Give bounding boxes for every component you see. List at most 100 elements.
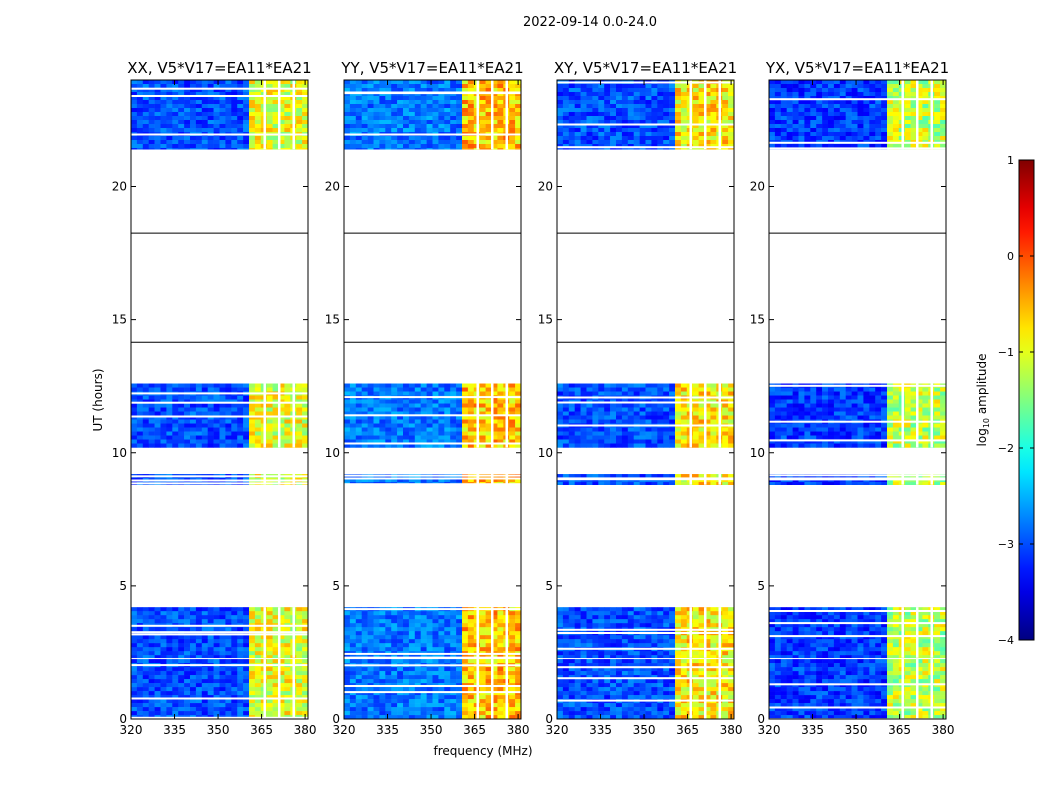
data-cell xyxy=(698,635,705,640)
data-cell xyxy=(704,643,711,648)
data-cell xyxy=(131,387,138,392)
data-cell xyxy=(627,711,634,716)
data-cell xyxy=(195,627,203,632)
data-cell xyxy=(692,655,699,659)
data-cell xyxy=(160,136,167,141)
channel-gap xyxy=(476,383,479,448)
data-cell xyxy=(361,407,368,412)
data-cell xyxy=(254,659,262,664)
data-cell xyxy=(201,407,208,412)
data-cell xyxy=(462,100,469,105)
data-cell xyxy=(349,96,357,101)
data-cell xyxy=(586,474,593,479)
data-cell xyxy=(580,711,587,716)
data-cell xyxy=(692,615,699,620)
data-cell xyxy=(172,707,179,712)
data-cell xyxy=(344,623,351,628)
data-cell xyxy=(657,695,664,700)
data-cell xyxy=(586,607,593,612)
data-cell xyxy=(509,96,516,101)
data-cell xyxy=(627,715,634,719)
data-cell xyxy=(669,667,676,672)
data-cell xyxy=(491,383,498,388)
data-cell xyxy=(296,415,303,420)
data-cell xyxy=(450,691,457,696)
data-cell xyxy=(254,120,262,125)
data-cell xyxy=(231,80,238,85)
data-cell xyxy=(497,639,504,644)
data-cell xyxy=(456,80,463,85)
data-cell xyxy=(302,707,308,712)
data-cell xyxy=(639,607,646,612)
data-cell xyxy=(485,104,492,109)
data-cell xyxy=(225,407,232,412)
data-cell xyxy=(456,104,463,109)
data-cell xyxy=(184,399,191,404)
data-cell xyxy=(391,611,398,616)
data-cell xyxy=(491,423,498,428)
data-cell xyxy=(568,619,575,624)
data-cell xyxy=(680,683,688,688)
data-cell xyxy=(213,112,220,117)
data-cell xyxy=(142,140,149,145)
data-cell xyxy=(485,136,492,141)
data-cell xyxy=(361,478,368,483)
data-cell xyxy=(574,671,581,676)
data-cell xyxy=(131,120,138,125)
data-cell xyxy=(367,116,374,121)
data-cell xyxy=(627,623,634,628)
data-cell xyxy=(491,703,498,708)
data-cell xyxy=(254,707,262,712)
data-cell xyxy=(148,431,155,436)
data-cell xyxy=(397,691,404,696)
data-cell xyxy=(509,435,516,440)
data-cell xyxy=(131,679,138,684)
data-cell xyxy=(142,80,149,85)
data-cell xyxy=(408,443,416,448)
data-cell xyxy=(574,679,581,684)
data-cell xyxy=(467,695,475,700)
data-cell xyxy=(515,679,521,684)
data-cell xyxy=(692,711,699,716)
data-cell xyxy=(243,635,250,640)
data-cell xyxy=(408,407,416,412)
data-cell xyxy=(391,699,398,704)
data-cell xyxy=(598,671,605,676)
data-cell xyxy=(154,407,161,412)
data-cell xyxy=(225,691,232,696)
data-cell xyxy=(444,96,451,101)
data-cell xyxy=(663,663,670,668)
channel-gap xyxy=(263,659,266,719)
data-cell xyxy=(154,703,161,708)
data-cell xyxy=(692,715,699,719)
flag-line xyxy=(344,483,521,486)
data-cell xyxy=(160,611,167,616)
data-cell xyxy=(225,619,232,624)
data-cell xyxy=(669,663,676,668)
data-cell xyxy=(426,659,433,664)
data-cell xyxy=(669,655,676,659)
data-cell xyxy=(355,387,362,392)
data-cell xyxy=(385,695,392,700)
data-cell xyxy=(426,411,433,416)
data-cell xyxy=(201,128,208,133)
data-cell xyxy=(657,715,664,719)
data-cell xyxy=(397,144,404,149)
data-cell xyxy=(450,411,457,416)
data-cell xyxy=(391,120,398,125)
data-cell xyxy=(344,100,351,105)
data-cell xyxy=(373,399,380,404)
data-cell xyxy=(450,639,457,644)
data-cell xyxy=(604,683,611,688)
data-cell xyxy=(420,144,427,149)
data-cell xyxy=(249,619,256,624)
data-cell xyxy=(142,383,149,388)
data-cell xyxy=(397,675,404,680)
data-cell xyxy=(231,635,238,640)
data-cell xyxy=(136,443,144,448)
data-cell xyxy=(160,703,167,708)
data-cell xyxy=(438,643,445,648)
data-cell xyxy=(379,148,386,150)
data-cell xyxy=(160,104,167,109)
data-cell xyxy=(361,707,368,712)
